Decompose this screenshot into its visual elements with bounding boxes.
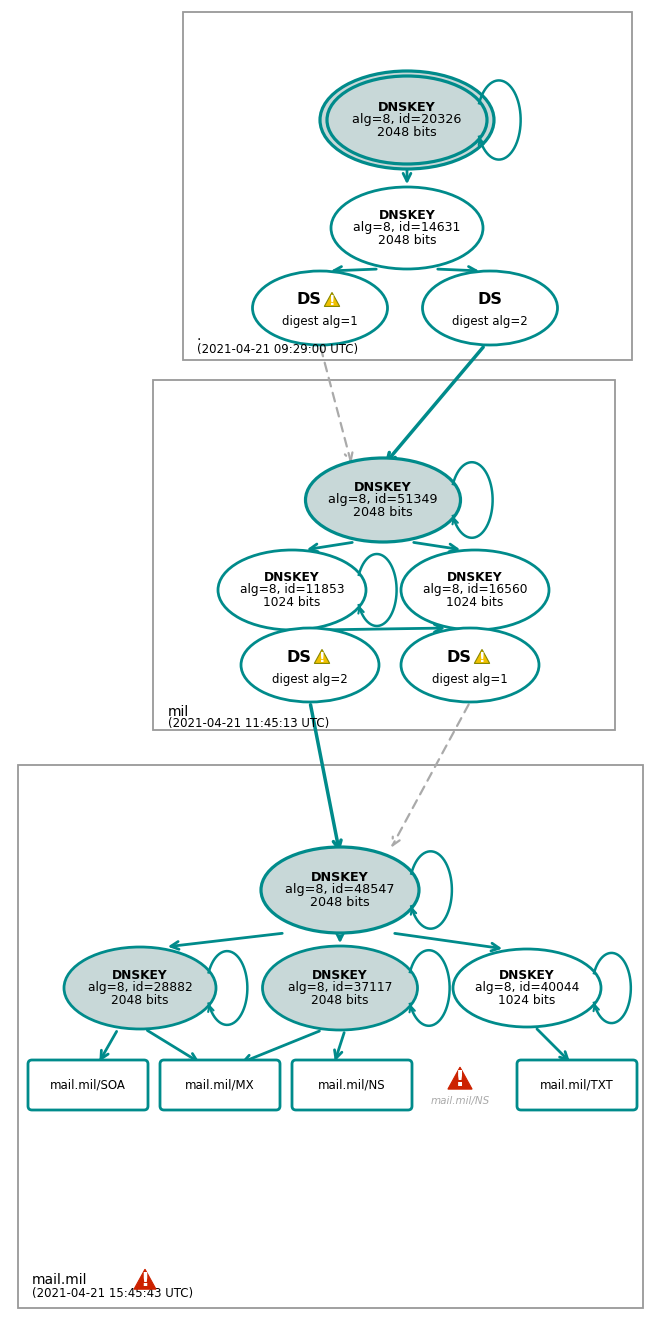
Text: mail.mil: mail.mil bbox=[32, 1272, 87, 1287]
FancyBboxPatch shape bbox=[292, 1061, 412, 1110]
Ellipse shape bbox=[241, 628, 379, 702]
Text: !: ! bbox=[479, 650, 485, 665]
Text: DS: DS bbox=[477, 293, 502, 307]
Text: DNSKEY: DNSKEY bbox=[112, 969, 168, 982]
Text: DNSKEY: DNSKEY bbox=[378, 101, 436, 114]
Text: digest alg=2: digest alg=2 bbox=[272, 673, 348, 686]
Text: .: . bbox=[197, 328, 202, 343]
Text: 1024 bits: 1024 bits bbox=[498, 994, 556, 1006]
Text: alg=8, id=11853: alg=8, id=11853 bbox=[240, 584, 344, 597]
Text: (2021-04-21 15:45:43 UTC): (2021-04-21 15:45:43 UTC) bbox=[32, 1287, 193, 1300]
Ellipse shape bbox=[327, 75, 487, 164]
Polygon shape bbox=[475, 650, 490, 663]
Bar bbox=[18, 765, 643, 1308]
Text: 2048 bits: 2048 bits bbox=[111, 994, 169, 1006]
Text: alg=8, id=28882: alg=8, id=28882 bbox=[88, 981, 192, 994]
Text: DNSKEY: DNSKEY bbox=[311, 871, 369, 883]
Ellipse shape bbox=[253, 271, 387, 346]
Text: 1024 bits: 1024 bits bbox=[446, 596, 504, 609]
Text: !: ! bbox=[319, 650, 325, 665]
Text: !: ! bbox=[455, 1070, 465, 1090]
Polygon shape bbox=[134, 1270, 156, 1290]
Ellipse shape bbox=[453, 949, 601, 1027]
Text: !: ! bbox=[329, 294, 335, 307]
Text: alg=8, id=20326: alg=8, id=20326 bbox=[352, 114, 461, 127]
FancyBboxPatch shape bbox=[28, 1061, 148, 1110]
Text: mail.mil/TXT: mail.mil/TXT bbox=[540, 1079, 614, 1091]
Text: 1024 bits: 1024 bits bbox=[263, 596, 321, 609]
Polygon shape bbox=[325, 293, 340, 306]
Text: DNSKEY: DNSKEY bbox=[354, 481, 412, 494]
Polygon shape bbox=[314, 650, 330, 663]
Ellipse shape bbox=[401, 628, 539, 702]
Text: mail.mil/NS: mail.mil/NS bbox=[318, 1079, 386, 1091]
Text: digest alg=2: digest alg=2 bbox=[452, 315, 528, 328]
Text: DNSKEY: DNSKEY bbox=[447, 571, 503, 584]
Text: !: ! bbox=[141, 1271, 149, 1291]
Text: mail.mil/NS: mail.mil/NS bbox=[430, 1096, 490, 1106]
Text: 2048 bits: 2048 bits bbox=[311, 994, 369, 1006]
Text: (2021-04-21 09:29:00 UTC): (2021-04-21 09:29:00 UTC) bbox=[197, 343, 358, 356]
Text: DS: DS bbox=[287, 650, 311, 665]
Text: 2048 bits: 2048 bits bbox=[377, 234, 436, 248]
Ellipse shape bbox=[261, 847, 419, 933]
Text: digest alg=1: digest alg=1 bbox=[432, 673, 508, 686]
Text: DS: DS bbox=[447, 650, 471, 665]
Text: 2048 bits: 2048 bits bbox=[310, 896, 370, 910]
Text: DNSKEY: DNSKEY bbox=[499, 969, 555, 982]
FancyBboxPatch shape bbox=[160, 1061, 280, 1110]
Text: DS: DS bbox=[297, 293, 321, 307]
Text: digest alg=1: digest alg=1 bbox=[282, 315, 358, 328]
Text: alg=8, id=16560: alg=8, id=16560 bbox=[423, 584, 527, 597]
Polygon shape bbox=[448, 1067, 472, 1090]
Text: DNSKEY: DNSKEY bbox=[264, 571, 320, 584]
Ellipse shape bbox=[64, 947, 216, 1029]
Ellipse shape bbox=[422, 271, 557, 346]
Text: mail.mil/MX: mail.mil/MX bbox=[185, 1079, 254, 1091]
Ellipse shape bbox=[331, 187, 483, 269]
Ellipse shape bbox=[401, 549, 549, 630]
Ellipse shape bbox=[262, 947, 418, 1030]
Text: DNSKEY: DNSKEY bbox=[379, 209, 436, 222]
Text: alg=8, id=37117: alg=8, id=37117 bbox=[288, 981, 392, 994]
Text: alg=8, id=14631: alg=8, id=14631 bbox=[354, 221, 461, 234]
Ellipse shape bbox=[218, 549, 366, 630]
Text: (2021-04-21 11:45:13 UTC): (2021-04-21 11:45:13 UTC) bbox=[168, 718, 329, 731]
Text: 2048 bits: 2048 bits bbox=[377, 126, 437, 139]
Ellipse shape bbox=[320, 71, 494, 169]
Text: alg=8, id=51349: alg=8, id=51349 bbox=[329, 494, 438, 507]
Ellipse shape bbox=[305, 458, 461, 542]
Text: mil: mil bbox=[168, 704, 189, 719]
Text: DNSKEY: DNSKEY bbox=[312, 969, 368, 982]
Text: 2048 bits: 2048 bits bbox=[353, 506, 413, 519]
Text: alg=8, id=48547: alg=8, id=48547 bbox=[286, 883, 395, 896]
Text: alg=8, id=40044: alg=8, id=40044 bbox=[475, 981, 579, 994]
Bar bbox=[153, 380, 615, 730]
Text: mail.mil/SOA: mail.mil/SOA bbox=[50, 1079, 126, 1091]
FancyBboxPatch shape bbox=[517, 1061, 637, 1110]
Bar bbox=[183, 12, 632, 360]
